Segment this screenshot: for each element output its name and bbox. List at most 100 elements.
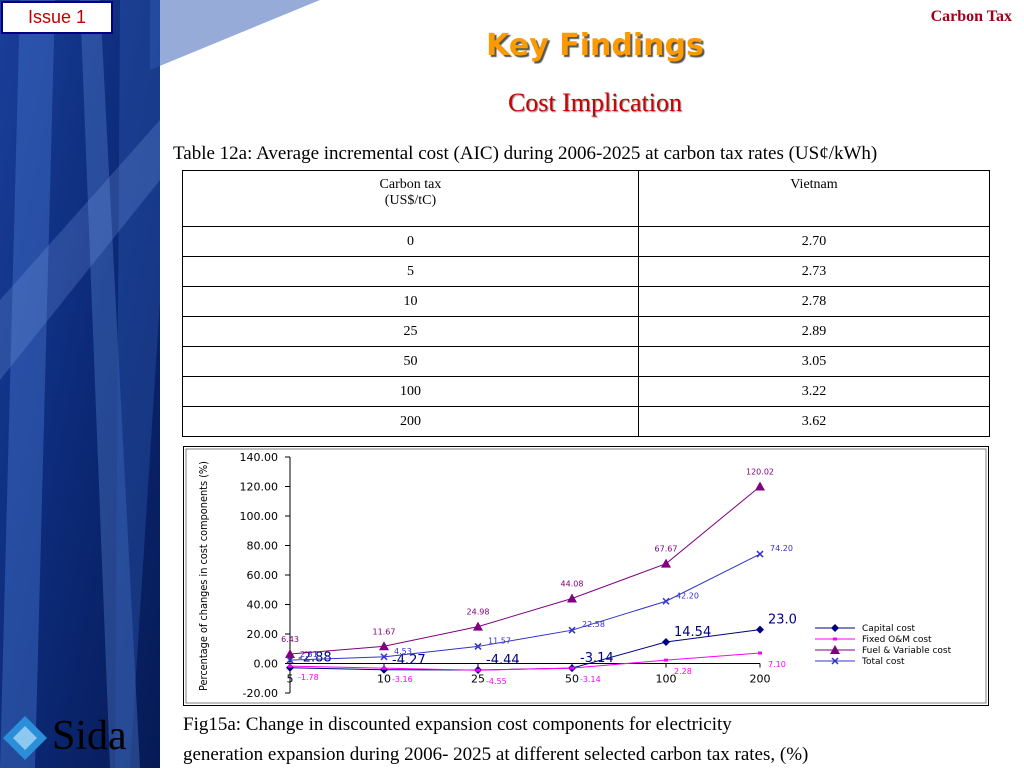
- data-point: [382, 666, 386, 670]
- logo-icon: [3, 716, 47, 760]
- data-label: 74.20: [770, 544, 793, 553]
- table-row: 5 2.73: [182, 256, 991, 287]
- table-cell: 5: [182, 256, 639, 287]
- data-label: -4.27: [392, 653, 426, 668]
- y-tick-label: 140.00: [240, 451, 279, 464]
- data-label: -3.14: [580, 651, 614, 666]
- caption-line: generation expansion during 2006- 2025 a…: [183, 744, 809, 765]
- table-row: 10 2.78: [182, 286, 991, 317]
- table-cell: 3.22: [637, 376, 991, 407]
- data-label: -3.16: [392, 675, 413, 684]
- data-point: [755, 481, 765, 491]
- logo-text: Sida: [52, 713, 127, 759]
- table-cell: 10: [182, 286, 639, 317]
- y-tick-label: 120.00: [240, 481, 279, 494]
- data-point: [661, 558, 671, 568]
- legend-label: Total cost: [861, 657, 905, 667]
- legend-marker: [833, 637, 837, 641]
- data-label: 24.98: [467, 608, 490, 617]
- table-caption: Table 12a: Average incremental cost (AIC…: [173, 143, 878, 164]
- data-label: 22.58: [582, 620, 605, 629]
- header-cell: Vietnam: [637, 170, 991, 227]
- y-tick-label: 100.00: [240, 510, 279, 523]
- data-label: 23.0: [768, 613, 797, 628]
- table-cell: 0: [182, 226, 639, 257]
- data-label: 2.31: [300, 650, 318, 659]
- table-cell: 50: [182, 346, 639, 377]
- y-tick-label: -20.00: [243, 687, 278, 700]
- data-label: 2.28: [674, 667, 692, 676]
- data-point: [756, 550, 764, 558]
- data-label: 14.54: [674, 625, 711, 640]
- topic: Carbon Tax: [930, 8, 1012, 25]
- y-tick-label: 0.00: [254, 658, 279, 671]
- data-point: [662, 638, 670, 647]
- legend-label: Fixed O&M cost: [862, 635, 932, 645]
- table-row: 50 3.05: [182, 346, 991, 377]
- table-cell: 2.78: [637, 286, 991, 317]
- data-label: 67.67: [655, 545, 678, 554]
- header-row: Carbon tax (US$/tC) Vietnam: [182, 170, 991, 227]
- data-point: [380, 665, 388, 674]
- data-point: [476, 668, 480, 672]
- header-line: (US$/tC): [384, 193, 437, 208]
- table-row: 25 2.89: [182, 316, 991, 347]
- data-point: [285, 649, 295, 659]
- y-tick-label: 40.00: [247, 599, 279, 612]
- data-point: [570, 666, 574, 670]
- data-label: 11.57: [488, 636, 511, 645]
- x-tick-label: 10: [377, 673, 391, 686]
- side-panel: [0, 0, 160, 768]
- chart: -20.00 0.00 20.00 40.00 60.00 80.00 100.00 120.…: [183, 446, 989, 706]
- legend-label: Capital cost: [862, 624, 916, 634]
- data-point: [474, 642, 482, 650]
- data-label: -3.14: [580, 675, 601, 684]
- data-label: -1.78: [298, 673, 319, 682]
- table-row: 0 2.70: [182, 226, 991, 257]
- table-cell: 25: [182, 316, 639, 347]
- data-point: [756, 625, 764, 634]
- header-line: Vietnam: [790, 177, 838, 192]
- data-point: [473, 621, 483, 631]
- data-label: 6.43: [281, 635, 299, 644]
- table-cell: 2.89: [637, 316, 991, 347]
- data-point: [380, 653, 388, 661]
- x-tick-label: 25: [471, 673, 485, 686]
- x-tick-label: 5: [287, 673, 294, 686]
- data-point: [758, 651, 762, 655]
- legend-marker: [830, 645, 840, 654]
- table-cell: 200: [182, 406, 639, 437]
- data-point: [286, 663, 294, 672]
- legend-marker: [831, 624, 839, 632]
- corner-swoosh: [150, 0, 320, 70]
- data-label: 42.20: [676, 591, 699, 600]
- data-label: 4.53: [394, 647, 412, 656]
- y-tick-label: 80.00: [247, 540, 279, 553]
- issue-tag: Issue 1: [1, 1, 113, 34]
- data-point: [662, 597, 670, 605]
- header-line: Carbon tax: [379, 177, 442, 192]
- x-tick-label: 50: [565, 673, 579, 686]
- data-label: -4.55: [486, 677, 507, 686]
- table-cell: 2.70: [637, 226, 991, 257]
- legend-label: Fuel & Variable cost: [862, 646, 952, 656]
- data-point: [286, 656, 294, 664]
- data-table: Carbon tax (US$/tC) Vietnam 0 2.70 5 2.73 10 2.7…: [182, 170, 991, 437]
- series-line: [289, 553, 761, 661]
- header-cell: Carbon tax (US$/tC): [182, 170, 639, 227]
- table-cell: 3.05: [637, 346, 991, 377]
- y-axis-title: Percentage of changes in cost components…: [197, 461, 210, 691]
- y-tick-label: 60.00: [247, 569, 279, 582]
- slide-title: Key Findings: [486, 28, 704, 63]
- series-line: [289, 652, 761, 671]
- table-row: 100 3.22: [182, 376, 991, 407]
- table-cell: 3.62: [637, 406, 991, 437]
- data-point: [664, 658, 668, 662]
- table-row: 200 3.62: [182, 406, 991, 437]
- data-label: -2.88: [298, 651, 332, 666]
- x-tick-label: 200: [750, 673, 771, 686]
- data-point: [567, 593, 577, 603]
- data-point: [288, 664, 292, 668]
- caption-line: Fig15a: Change in discounted expansion c…: [183, 714, 732, 735]
- data-point: [379, 641, 389, 651]
